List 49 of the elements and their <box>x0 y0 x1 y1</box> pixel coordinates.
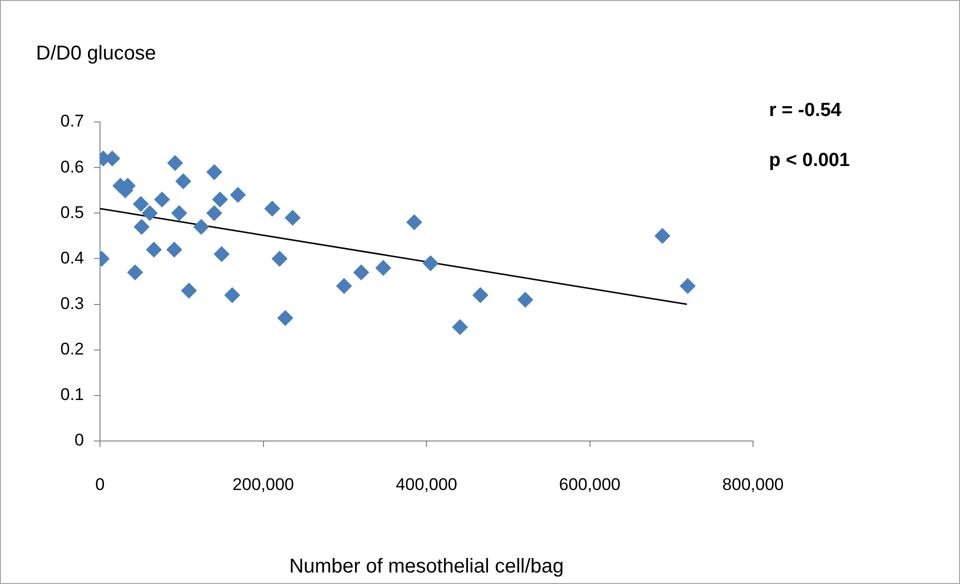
x-tick-label: 800,000 <box>722 474 784 494</box>
point <box>277 310 294 326</box>
point <box>264 200 280 217</box>
point <box>146 242 162 258</box>
point <box>214 246 230 262</box>
point <box>206 164 222 180</box>
point <box>654 228 670 244</box>
point <box>224 287 240 304</box>
x-tick-label: 600,000 <box>559 474 620 494</box>
point <box>175 173 192 190</box>
point <box>452 319 468 336</box>
point <box>166 242 182 258</box>
point <box>230 186 246 203</box>
point <box>284 210 301 226</box>
point <box>406 214 422 230</box>
point <box>272 250 288 267</box>
y-tick-label: 0.3 <box>60 294 84 313</box>
point <box>134 218 150 235</box>
point <box>336 278 352 294</box>
y-axis-title: D/D0 glucose <box>36 42 156 65</box>
y-tick-label: 0.5 <box>60 202 84 222</box>
x-axis-title: Number of mesothelial cell/bag <box>289 556 564 578</box>
point <box>212 191 228 208</box>
point <box>680 278 696 294</box>
x-tick-label: 400,000 <box>396 474 458 494</box>
point <box>193 218 210 235</box>
y-tick-label: 0 <box>74 430 84 450</box>
point <box>171 205 188 222</box>
y-tick-label: 0.2 <box>60 340 84 359</box>
y-tick-label: 0.7 <box>60 112 84 131</box>
point <box>422 255 439 272</box>
point <box>206 205 222 222</box>
point <box>375 260 392 276</box>
y-tick-label: 0.4 <box>60 248 84 268</box>
point <box>154 191 170 208</box>
point <box>132 196 149 212</box>
point <box>517 292 534 308</box>
point <box>472 287 488 304</box>
point <box>180 282 197 299</box>
text: r = -0.54 <box>769 100 842 122</box>
point <box>127 264 144 280</box>
point <box>353 264 370 280</box>
x-tick-label: 200,000 <box>232 474 294 494</box>
point <box>167 155 184 172</box>
y-tick-label: 0.6 <box>60 157 84 176</box>
text: p < 0.001 <box>769 150 850 172</box>
point <box>142 205 158 222</box>
x-tick-label: 0 <box>95 474 105 494</box>
y-tick-label: 0.1 <box>60 385 84 404</box>
